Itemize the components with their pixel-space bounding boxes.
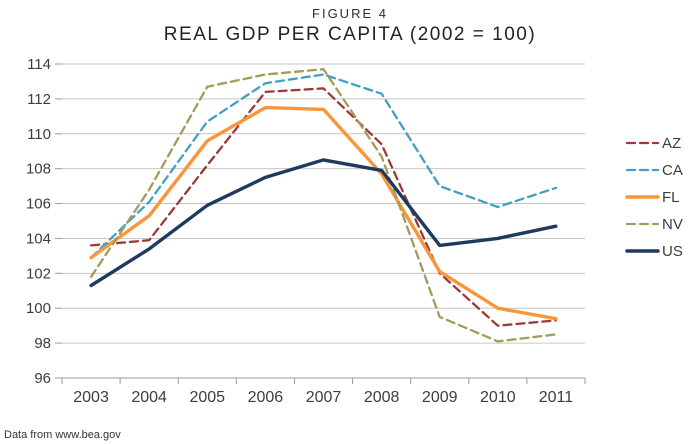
- legend-label-US: US: [662, 243, 683, 260]
- legend-label-AZ: AZ: [662, 135, 681, 152]
- x-tick-label: 2005: [189, 389, 225, 406]
- page-title: REAL GDP PER CAPITA (2002 = 100): [163, 24, 537, 45]
- x-tick-label: 2006: [248, 389, 284, 406]
- x-tick-label: 2011: [539, 389, 574, 406]
- y-tick-label: 96: [34, 370, 51, 387]
- y-tick-label: 104: [26, 230, 51, 247]
- x-tick-label: 2008: [364, 389, 400, 406]
- x-tick-label: 2009: [422, 389, 458, 406]
- y-tick-label: 110: [27, 126, 51, 143]
- series-line-NV: [89, 68, 558, 343]
- y-tick-label: 102: [26, 265, 51, 282]
- y-tick-label: 112: [27, 91, 51, 108]
- y-tick-label: 114: [27, 56, 51, 73]
- legend-label-NV: NV: [662, 216, 683, 233]
- series-line-AZ: [89, 87, 558, 327]
- x-tick-label: 2003: [73, 389, 109, 406]
- x-tick-label: 2010: [480, 389, 516, 406]
- y-tick-label: 108: [26, 161, 51, 178]
- x-tick-label: 2007: [306, 389, 342, 406]
- title-block: FIGURE 4 REAL GDP PER CAPITA (2002 = 100…: [0, 6, 700, 46]
- figure-label: FIGURE 4: [312, 6, 388, 21]
- legend-label-FL: FL: [662, 189, 680, 206]
- y-tick-label: 98: [34, 335, 51, 352]
- series-line-FL: [89, 105, 558, 321]
- source-note: Data from www.bea.gov: [4, 429, 121, 441]
- x-tick-label: 2004: [131, 389, 167, 406]
- y-tick-label: 100: [26, 300, 51, 317]
- series-line-US: [89, 158, 558, 288]
- series-line-CA: [89, 73, 558, 259]
- legend-label-CA: CA: [662, 162, 683, 179]
- y-tick-label: 106: [26, 196, 51, 213]
